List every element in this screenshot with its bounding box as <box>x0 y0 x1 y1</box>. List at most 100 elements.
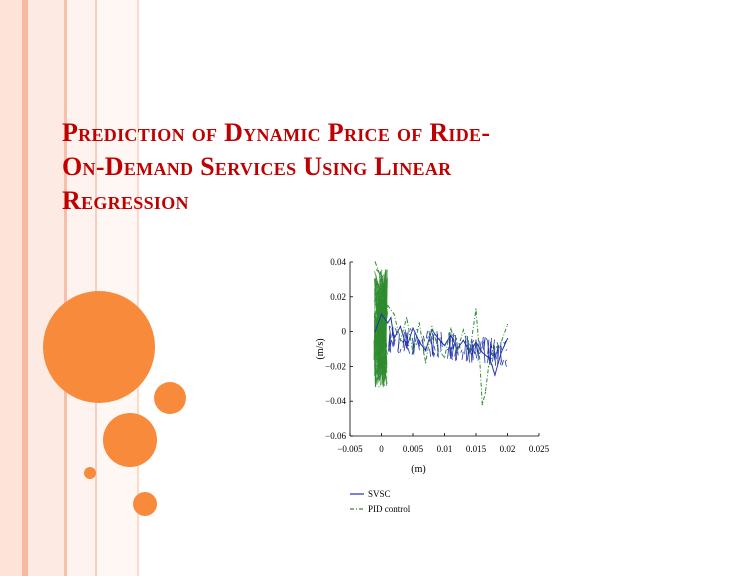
svsc-noise-stroke <box>388 326 391 335</box>
slide-title: Prediction of Dynamic Price of Ride- On-… <box>62 116 702 218</box>
svsc-noise-stroke <box>497 345 500 365</box>
svsc-noise-stroke <box>504 361 507 367</box>
pid-point <box>425 362 427 364</box>
svsc-point <box>406 346 408 348</box>
pid-noise-stroke <box>379 322 384 328</box>
svsc-noise-stroke <box>489 338 492 361</box>
pid-point <box>374 261 376 263</box>
pid-point <box>393 313 395 315</box>
series-line-pid <box>374 261 508 405</box>
svsc-noise-stroke <box>407 348 410 354</box>
y-tick-label: −0.06 <box>325 431 346 441</box>
svsc-noise-stroke <box>388 333 391 352</box>
pid-noise-stroke <box>376 354 384 371</box>
svsc-noise-stroke <box>433 345 436 351</box>
decor-stripe-1 <box>0 0 22 576</box>
svsc-noise-stroke <box>412 337 415 354</box>
svsc-noise-stroke <box>391 341 394 348</box>
svsc-noise-stroke <box>470 345 473 363</box>
svsc-noise-stroke <box>422 335 425 342</box>
x-tick-label: 0.025 <box>529 444 550 454</box>
x-tick-label: −0.005 <box>337 444 363 454</box>
chart-legend: SVSC PID control <box>350 489 411 514</box>
velocity-chart: −0.005 0 0.005 0.01 0.015 0.02 0.025 0.04 0.02 0 −… <box>315 257 550 514</box>
svsc-noise-stroke <box>429 348 432 357</box>
slide-title-line-2: On-Demand Services Using Linear <box>62 152 452 181</box>
pid-point <box>380 278 383 280</box>
svsc-noise-stroke <box>499 343 502 349</box>
svsc-noise-stroke <box>447 346 450 359</box>
pid-point <box>462 329 464 331</box>
pid-noise-stroke <box>373 279 386 303</box>
svsc-noise-stroke <box>416 338 419 346</box>
svsc-point <box>475 341 477 343</box>
svsc-noise-stroke <box>403 343 406 352</box>
series-line-svsc <box>374 313 508 377</box>
pid-noise-stroke <box>380 325 389 355</box>
svsc-noise-stroke <box>433 352 436 356</box>
x-tick-label: 0.005 <box>403 444 424 454</box>
svsc-noise-stroke <box>460 349 463 353</box>
svsc-point <box>380 313 383 315</box>
svsc-noise-stroke <box>505 349 508 351</box>
svsc-point <box>494 374 496 376</box>
svsc-noise-stroke <box>401 339 403 342</box>
chart-series <box>373 261 509 406</box>
decor-circle-mid <box>103 413 157 467</box>
svsc-noise-stroke <box>472 340 475 343</box>
svsc-noise-stroke <box>496 345 499 354</box>
svsc-noise-stroke <box>475 352 478 359</box>
svsc-point <box>425 350 427 352</box>
svsc-point <box>412 327 414 329</box>
pid-point <box>437 348 439 350</box>
pid-point <box>418 322 420 324</box>
pid-noise-stroke <box>375 327 382 386</box>
svsc-noise-stroke <box>481 336 484 349</box>
svsc-point <box>491 364 493 366</box>
svsc-point <box>418 341 420 343</box>
svsc-noise-stroke <box>496 349 499 360</box>
svsc-noise-stroke <box>469 343 472 347</box>
svsc-noise-stroke <box>425 330 428 339</box>
svsc-noise-stroke <box>402 332 405 348</box>
decor-stripe-5 <box>67 0 95 576</box>
svsc-noise-stroke <box>409 328 412 331</box>
pid-point <box>450 327 452 329</box>
decor-stripe-6 <box>95 0 97 576</box>
svsc-noise-stroke <box>430 336 433 340</box>
pid-point <box>481 404 483 406</box>
svsc-noise-stroke <box>454 348 458 361</box>
decor-circle-small <box>133 492 157 516</box>
y-tick-label: 0 <box>342 327 347 337</box>
svsc-noise-stroke <box>492 339 495 349</box>
x-axis-label: (m) <box>411 464 425 475</box>
pid-noise-stroke <box>374 365 388 383</box>
svsc-noise-stroke <box>417 342 420 351</box>
y-axis-label: (m/s) <box>315 338 326 359</box>
svsc-noise-stroke <box>399 348 402 353</box>
svsc-noise-stroke <box>505 359 507 362</box>
svsc-noise-stroke <box>389 325 392 328</box>
svsc-point <box>456 348 458 350</box>
svsc-noise-stroke <box>404 329 407 344</box>
svsc-noise-stroke <box>485 337 488 341</box>
svsc-point <box>488 357 490 359</box>
pid-noise-stroke <box>382 354 387 367</box>
pid-point <box>443 357 446 359</box>
svsc-noise-stroke <box>453 334 455 337</box>
decor-stripe-4 <box>64 0 67 576</box>
svsc-point <box>387 322 389 324</box>
svsc-noise-stroke <box>455 337 458 342</box>
pid-point <box>412 351 414 354</box>
pid-point <box>469 351 471 354</box>
pid-point <box>484 391 487 394</box>
pid-point <box>475 308 477 310</box>
svsc-noise-stroke <box>431 332 434 341</box>
decor-circle-large <box>43 291 155 403</box>
svsc-noise-stroke <box>479 341 482 349</box>
svsc-noise-stroke <box>389 334 392 352</box>
legend-label-svsc: SVSC <box>368 489 391 499</box>
slide-title-line-1: Prediction of Dynamic Price of Ride- <box>62 118 491 147</box>
pid-point <box>500 341 502 343</box>
decor-circle-tiny <box>84 467 96 479</box>
